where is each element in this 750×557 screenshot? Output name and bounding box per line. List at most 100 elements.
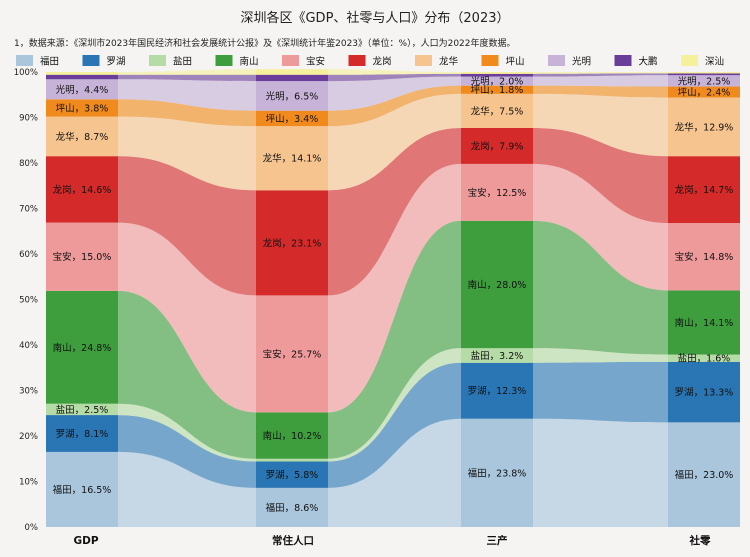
bar-segment (46, 290, 118, 404)
bar-segment (668, 75, 740, 87)
segment-label: 福田，23.0% (675, 469, 734, 481)
bar-segment (668, 354, 740, 362)
bar-segment (256, 110, 328, 127)
flow-band (328, 85, 461, 127)
legend-item: 盐田 (149, 55, 192, 68)
bar-segment (461, 362, 533, 419)
segment-label: 光明，6.5% (266, 90, 319, 102)
segment-label: 南山，14.1% (675, 317, 734, 329)
bar-segment (46, 72, 118, 75)
segment-label: 宝安，14.8% (675, 251, 734, 263)
legend-label: 龙华 (439, 56, 459, 68)
segment-label: 罗湖，12.3% (468, 386, 527, 397)
chart-title: 深圳各区《GDP、社零与人口》分布（2023） (240, 10, 509, 26)
y-tick-label: 20% (19, 432, 38, 442)
x-category-label: 三产 (487, 534, 508, 547)
bar-segment (461, 220, 533, 349)
legend-label: 龙岗 (373, 56, 392, 68)
legend-swatch (82, 55, 100, 66)
legend-item: 宝安 (282, 55, 325, 68)
bar-segment (461, 76, 533, 86)
bar-segment (461, 127, 533, 164)
bar-segment (256, 69, 328, 75)
legend-label: 坪山 (506, 56, 525, 68)
bar-segment (46, 451, 118, 527)
legend-item: 龙岗 (348, 55, 392, 68)
flow-bands (118, 69, 668, 527)
y-axis: 0% 10% 20% 30% 40% 50% 60% 70% 80% 90% 100% (14, 68, 38, 533)
bar-segment (46, 79, 118, 100)
legend-swatch (348, 55, 366, 66)
segment-label: 盐田，3.2% (471, 350, 524, 362)
flow-band (118, 116, 256, 191)
bar-segment (46, 99, 118, 117)
y-tick-label: 70% (19, 205, 38, 215)
bar-segment (668, 156, 740, 224)
legend-item: 福田 (16, 55, 59, 68)
flow-band (533, 73, 668, 77)
bar-segment (256, 126, 328, 191)
legend-swatch (149, 55, 166, 66)
y-tick-label: 50% (19, 296, 38, 306)
bar-segment (256, 295, 328, 413)
flow-band (118, 451, 256, 527)
bar-segment (46, 403, 118, 416)
bar-segment (256, 461, 328, 488)
y-tick-label: 30% (19, 387, 38, 397)
legend-label: 大鹏 (639, 56, 658, 68)
flow-band (533, 348, 668, 363)
bar-segment (461, 348, 533, 363)
segment-label: 罗湖，13.3% (675, 388, 734, 399)
chart-note: 1，数据来源：《深圳市2023年国民经济和社会发展统计公报》及《深圳统计年鉴20… (14, 37, 516, 49)
segment-label: 坪山，3.8% (56, 102, 109, 114)
flow-band (118, 69, 256, 75)
flow-band (118, 290, 256, 459)
legend-label: 罗湖 (107, 57, 126, 68)
flow-band (118, 222, 256, 413)
x-category-label: 常住人口 (272, 534, 314, 547)
y-tick-label: 40% (19, 341, 38, 351)
legend-item: 罗湖 (82, 55, 126, 68)
segment-label: 盐田，2.5% (56, 404, 109, 416)
segment-label: 宝安，12.5% (468, 187, 527, 199)
bar-segment (46, 116, 118, 157)
segment-label: 龙华，14.1% (263, 153, 322, 165)
flow-band (328, 362, 461, 488)
legend-item: 大鹏 (614, 55, 658, 68)
legend: 福田 罗湖 盐田 南山 宝安 龙岗 龙华 坪山 光明 大鹏 深汕 (16, 55, 724, 68)
bar-segment (461, 93, 533, 128)
legend-label: 福田 (40, 56, 59, 68)
bar-segment (461, 73, 533, 77)
segment-label: 南山，10.2% (263, 430, 322, 442)
segment-label: 南山，24.8% (53, 342, 112, 354)
legend-item: 深汕 (681, 55, 724, 68)
flow-band (328, 418, 461, 527)
segment-label: 龙岗，23.1% (263, 237, 322, 249)
bar-segment (668, 97, 740, 157)
bar-segment (668, 361, 740, 423)
flow-band (118, 99, 256, 127)
legend-label: 深汕 (705, 57, 724, 68)
segment-label: 坪山，2.4% (678, 87, 731, 99)
flow-band (533, 418, 668, 527)
legend-swatch (614, 55, 632, 66)
bar-segment (668, 72, 740, 74)
y-tick-label: 10% (19, 478, 38, 488)
flow-band (533, 93, 668, 157)
segment-label: 罗湖，8.1% (56, 429, 109, 440)
flow-band (533, 72, 668, 74)
flow-band (533, 163, 668, 291)
segment-label: 南山，28.0% (468, 279, 527, 291)
segment-label: 福田，23.8% (468, 467, 527, 479)
legend-swatch (681, 55, 698, 66)
segment-label: 福田，8.6% (266, 502, 319, 514)
legend-swatch (215, 55, 233, 66)
segment-label: 光明，2.5% (678, 75, 731, 87)
y-tick-label: 90% (19, 114, 38, 124)
legend-item: 龙华 (415, 55, 459, 68)
bar-segment (461, 72, 533, 74)
bar-segment (668, 223, 740, 291)
flow-band (118, 74, 256, 82)
